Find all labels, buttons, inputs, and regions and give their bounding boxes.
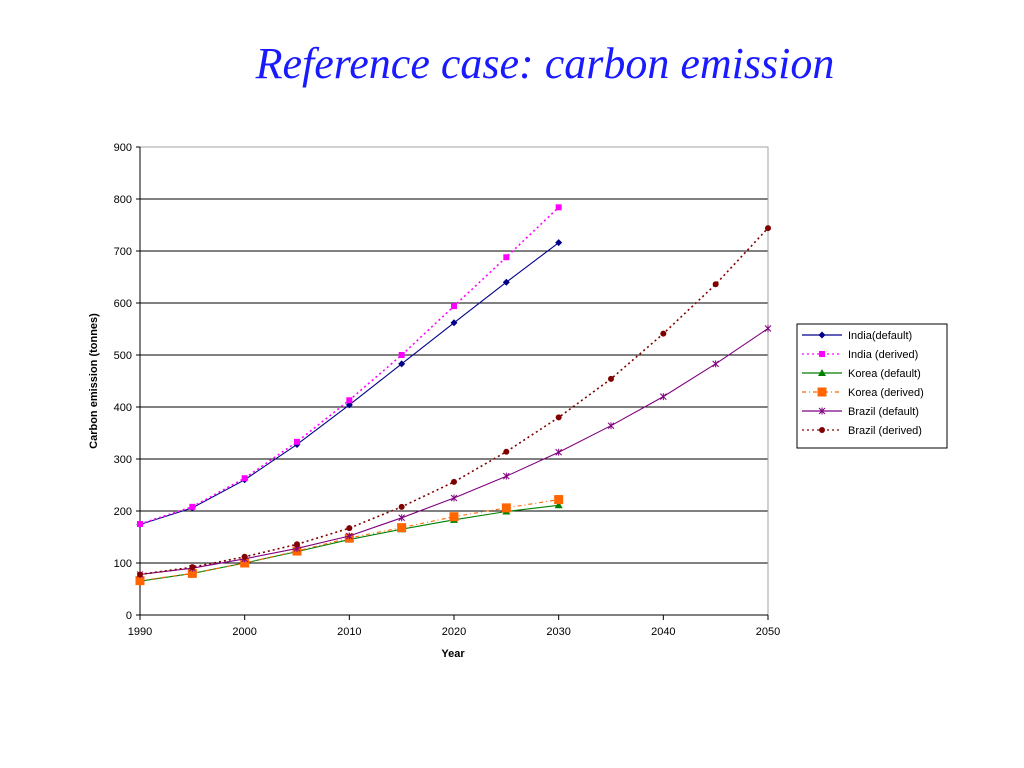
- data-point: [137, 571, 143, 578]
- data-point: [294, 541, 300, 548]
- data-point: [346, 397, 353, 404]
- legend-label: Brazil (default): [848, 406, 919, 418]
- x-axis-title: Year: [441, 648, 465, 660]
- legend-item: Korea (derived): [802, 387, 924, 399]
- y-tick-label: 100: [114, 558, 132, 570]
- tick-labels: 0 100 200 300 400 500 600 700 800 900 1990 2000 2010…: [114, 142, 781, 638]
- series-line: [139, 206, 560, 525]
- data-point: [712, 360, 720, 368]
- data-point: [555, 204, 562, 211]
- y-tick-label: 700: [114, 246, 132, 258]
- x-tick-label: 2050: [756, 626, 780, 638]
- series-line: [139, 499, 559, 582]
- slide-title: Reference case: carbon emission: [255, 39, 835, 88]
- data-point: [554, 501, 563, 509]
- legend-label: Korea (derived): [848, 387, 924, 399]
- data-point: [294, 438, 300, 445]
- legend-marker: [818, 331, 826, 339]
- data-point: [555, 414, 562, 421]
- series-line: [139, 504, 559, 582]
- series-3: [136, 501, 563, 585]
- data-point: [764, 324, 772, 332]
- data-point: [503, 448, 510, 455]
- data-point: [241, 475, 248, 482]
- data-point: [398, 514, 406, 522]
- x-tick-label: 2030: [546, 626, 570, 638]
- y-tick-label: 400: [114, 402, 132, 414]
- data-point: [398, 503, 405, 510]
- data-point: [189, 564, 196, 571]
- data-point: [554, 495, 564, 505]
- data-point: [555, 239, 563, 247]
- data-point: [449, 512, 459, 522]
- data-point: [241, 553, 248, 560]
- y-tick-label: 600: [114, 298, 132, 310]
- legend-item: India (derived): [802, 349, 918, 361]
- x-tick-label: 2020: [442, 626, 466, 638]
- series-1: [136, 239, 563, 529]
- legend-marker: [819, 427, 825, 433]
- data-point: [765, 225, 771, 232]
- data-point: [189, 503, 196, 510]
- y-tick-label: 900: [114, 142, 132, 154]
- series-layer: [135, 204, 772, 586]
- axes: [136, 146, 769, 620]
- data-point: [345, 532, 353, 540]
- data-point: [712, 281, 719, 288]
- y-tick-label: 200: [114, 506, 132, 518]
- data-point: [502, 278, 510, 286]
- data-point: [398, 360, 406, 368]
- y-axis-title: Carbon emission (tonnes): [88, 313, 100, 449]
- data-point: [346, 525, 353, 532]
- data-point: [397, 523, 407, 533]
- legend-label: India(default): [848, 330, 912, 342]
- legend-item: Brazil (default): [802, 406, 919, 418]
- data-point: [501, 503, 511, 513]
- legend-marker: [818, 407, 826, 415]
- data-point: [450, 494, 458, 502]
- legend-label: India (derived): [848, 349, 918, 361]
- data-point: [135, 576, 145, 586]
- series-line: [139, 242, 560, 526]
- y-tick-label: 0: [126, 610, 132, 622]
- x-tick-label: 2040: [651, 626, 675, 638]
- data-point: [187, 568, 197, 578]
- y-tick-label: 300: [114, 454, 132, 466]
- series-2: [137, 204, 562, 527]
- legend: India(default) India (derived) Korea (defa…: [796, 323, 948, 449]
- data-point: [451, 478, 457, 485]
- legend-item: Korea (default): [802, 368, 921, 380]
- data-point: [659, 393, 667, 401]
- legend-item: India(default): [802, 330, 912, 342]
- legend-label: Brazil (derived): [848, 425, 922, 437]
- legend-marker: [818, 369, 826, 376]
- data-point: [503, 254, 510, 261]
- series-line: [139, 328, 769, 575]
- data-point: [451, 303, 457, 310]
- data-point: [450, 319, 458, 327]
- legend-marker: [817, 387, 827, 397]
- x-tick-label: 1990: [128, 626, 152, 638]
- legend-label: Korea (default): [848, 368, 921, 380]
- data-point: [555, 448, 563, 456]
- data-point: [607, 422, 615, 430]
- series-5: [136, 324, 772, 578]
- data-point: [137, 521, 143, 527]
- x-tick-label: 2000: [232, 626, 256, 638]
- plot-area: [139, 146, 769, 616]
- y-tick-label: 500: [114, 350, 132, 362]
- legend-marker: [819, 351, 825, 357]
- data-point: [660, 330, 667, 337]
- data-point: [240, 558, 250, 568]
- y-tick-label: 800: [114, 194, 132, 206]
- data-point: [502, 472, 510, 480]
- series-6: [137, 225, 771, 578]
- legend-item: Brazil (derived): [802, 425, 922, 437]
- data-point: [608, 375, 614, 382]
- data-point: [398, 352, 405, 358]
- x-tick-label: 2010: [337, 626, 361, 638]
